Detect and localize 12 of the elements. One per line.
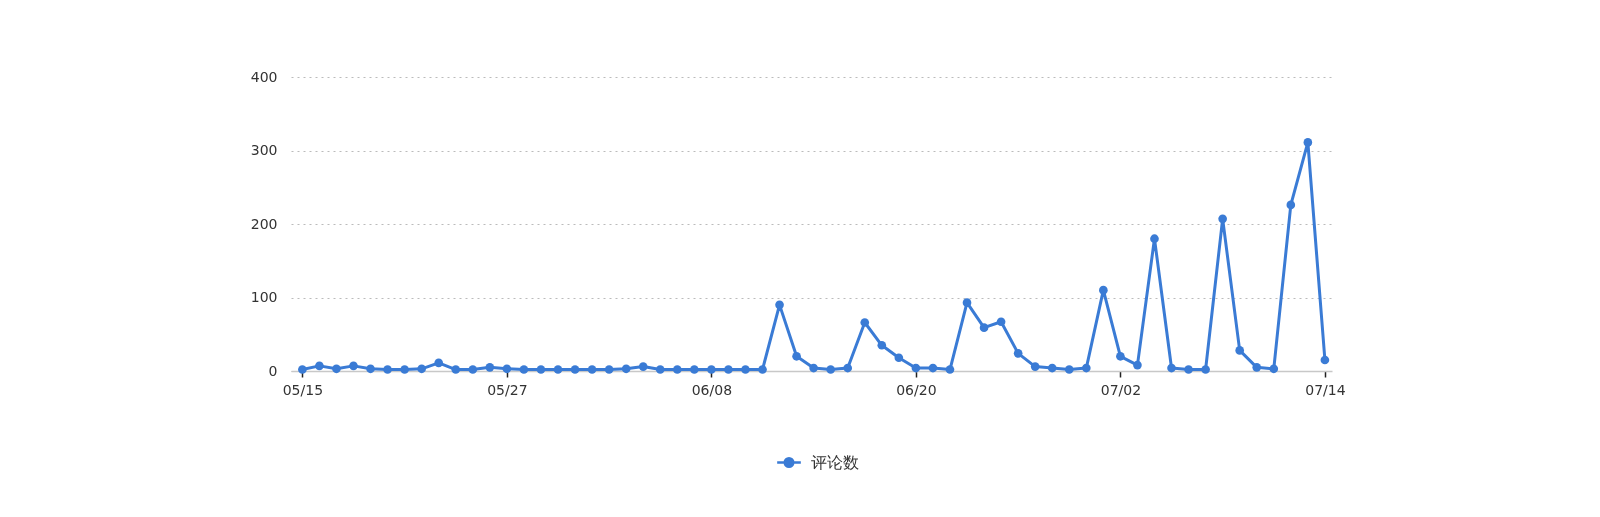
y-tick-label: 200 [250, 215, 278, 232]
y-tick-label: 400 [250, 68, 278, 85]
y-tick-label: 300 [250, 142, 278, 158]
x-tick-label: 07/14 [1305, 381, 1346, 398]
legend-label: 评论数 [810, 452, 859, 472]
x-tick-label: 07/02 [1100, 381, 1142, 398]
x-tick-label: 06/20 [896, 381, 937, 398]
y-tick-label: 100 [250, 289, 278, 305]
y-tick-label: 0 [268, 362, 278, 379]
x-tick-label: 05/15 [282, 381, 324, 398]
x-tick-label: 05/27 [487, 381, 528, 398]
x-tick-label: 06/08 [691, 381, 733, 398]
